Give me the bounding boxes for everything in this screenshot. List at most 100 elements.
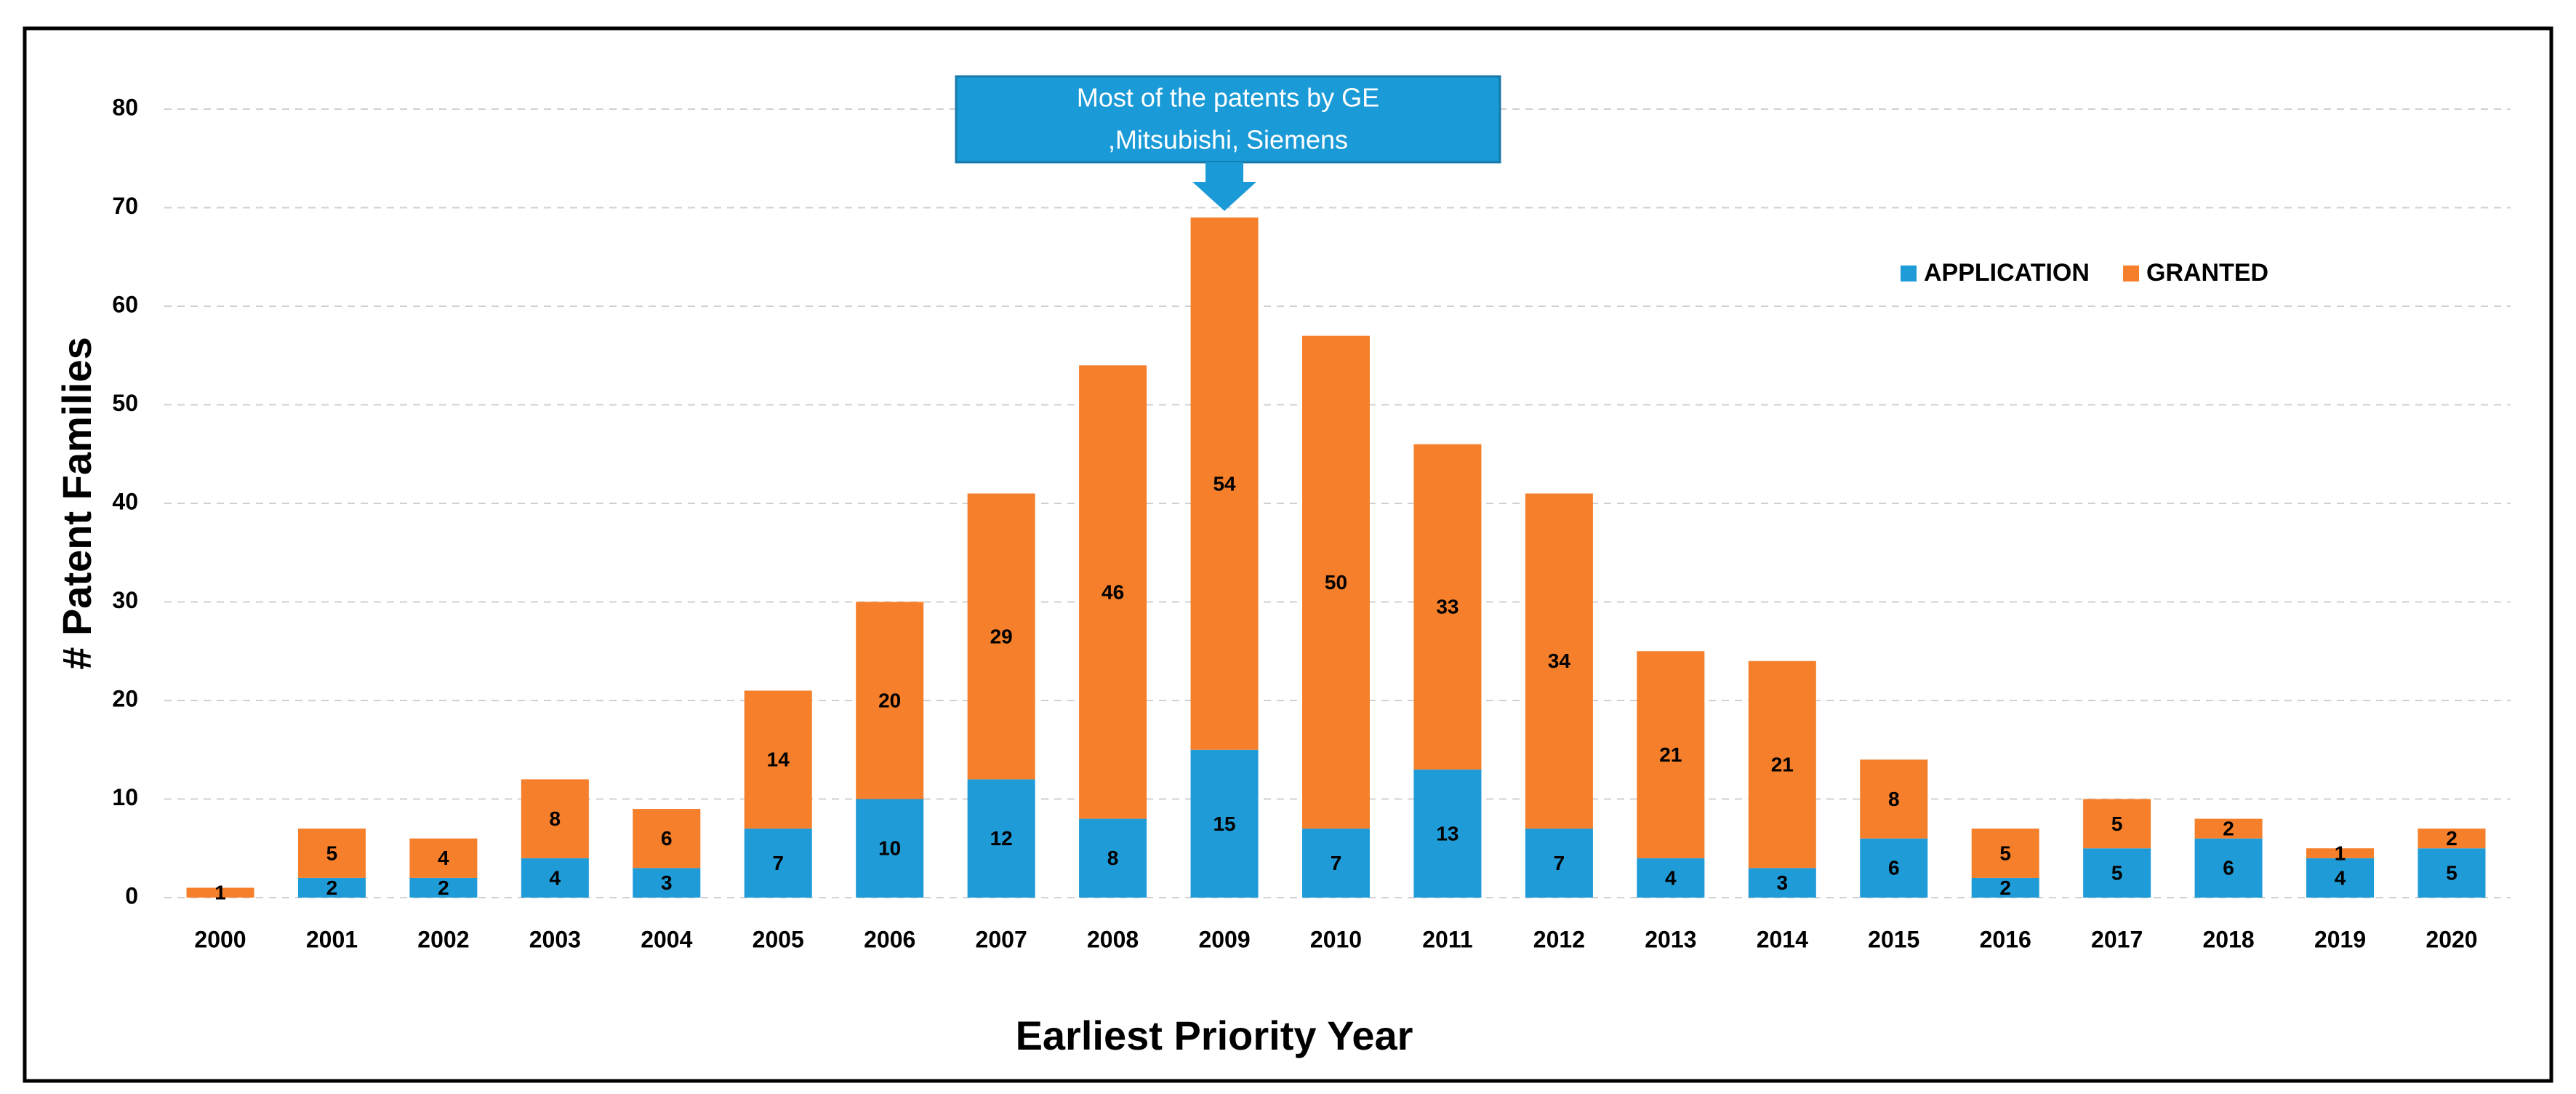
data-label: 1 [2335, 842, 2346, 864]
data-label: 10 [878, 837, 901, 860]
legend-label: APPLICATION [1924, 259, 2090, 287]
bar-segment [967, 779, 1035, 898]
annotation-arrow [1192, 162, 1257, 211]
data-label: 5 [2446, 862, 2457, 885]
x-tick-label: 2014 [1757, 926, 1808, 952]
x-tick-label: 2013 [1645, 926, 1696, 952]
bar-segment [633, 868, 701, 898]
data-label: 2 [2446, 827, 2457, 850]
data-label: 50 [1325, 571, 1347, 594]
bar-segment [2083, 799, 2151, 849]
y-tick-label: 10 [112, 784, 138, 810]
data-label: 2 [326, 877, 338, 899]
data-label: 8 [1888, 788, 1900, 810]
x-tick-label: 2007 [976, 926, 1027, 952]
data-label: 13 [1436, 822, 1458, 845]
bar-segment [521, 858, 589, 898]
bar-segment [1748, 868, 1816, 898]
y-tick-label: 40 [112, 488, 138, 514]
bar-segment [1525, 493, 1593, 829]
x-tick-label: 2015 [1868, 926, 1919, 952]
data-label: 1 [214, 882, 226, 904]
data-label: 7 [1331, 852, 1342, 874]
bar-segment [744, 829, 812, 898]
bar-segment [1413, 769, 1482, 898]
frame [23, 26, 2553, 1083]
data-label: 3 [1777, 871, 1789, 894]
data-label: 7 [772, 852, 784, 874]
data-label: 33 [1436, 596, 1458, 618]
legend-swatch [2123, 265, 2139, 282]
x-tick-label: 2008 [1087, 926, 1139, 952]
bar-segment [1413, 444, 1482, 770]
x-tick-label: 2011 [1422, 926, 1472, 952]
data-label: 12 [990, 827, 1013, 850]
bar-segment [633, 809, 701, 869]
data-label: 3 [661, 871, 673, 894]
bar-segment [856, 799, 924, 898]
data-label: 2 [2223, 818, 2234, 840]
bar-segment [1971, 877, 2039, 898]
bar-segment [2417, 848, 2486, 898]
x-tick-label: 2002 [417, 926, 469, 952]
data-label: 5 [2111, 862, 2123, 885]
x-tick-label: 2016 [1980, 926, 2031, 952]
data-label: 2 [438, 877, 449, 899]
bar-segment [1302, 335, 1370, 829]
annotation-text: ,Mitsubishi, Siemens [1108, 125, 1348, 155]
x-tick-label: 2009 [1198, 926, 1250, 952]
y-tick-label: 0 [125, 882, 138, 909]
data-label: 5 [326, 842, 338, 864]
bar-segment [2306, 858, 2375, 898]
data-label: 6 [2223, 857, 2234, 879]
y-tick-label: 80 [112, 94, 138, 120]
bar-segment [856, 602, 924, 799]
data-label: 8 [550, 807, 561, 830]
data-label: 5 [2111, 812, 2123, 835]
bar-segment [1079, 818, 1147, 898]
data-label: 15 [1213, 812, 1235, 835]
x-tick-label: 2010 [1310, 926, 1362, 952]
y-tick-label: 60 [112, 291, 138, 317]
data-label: 4 [1665, 866, 1677, 889]
bar-segment [409, 838, 478, 878]
annotation-box [955, 75, 1501, 164]
x-tick-label: 2004 [641, 926, 692, 952]
x-tick-label: 2005 [753, 926, 804, 952]
x-tick-label: 2006 [864, 926, 915, 952]
y-tick-label: 30 [112, 587, 138, 613]
data-label: 21 [1771, 753, 1794, 775]
bar-segment [1302, 829, 1370, 898]
data-label: 8 [1107, 847, 1119, 869]
data-label: 6 [1888, 857, 1900, 879]
data-label: 2 [1999, 877, 2011, 899]
bar-segment [967, 493, 1035, 780]
bar-segment [1748, 660, 1816, 869]
x-tick-label: 2003 [529, 926, 581, 952]
x-tick-label: 2019 [2314, 926, 2366, 952]
data-label: 14 [767, 748, 790, 771]
x-tick-label: 2017 [2091, 926, 2143, 952]
x-axis-label: Earliest Priority Year [1016, 1013, 1413, 1058]
data-label: 29 [990, 625, 1013, 647]
y-tick-label: 50 [112, 390, 138, 416]
bar-segment [409, 877, 478, 898]
bar-segment [2194, 838, 2263, 898]
y-axis-label: # Patent Families [54, 337, 100, 670]
bar-segment [1971, 829, 2039, 878]
bar-segment [2194, 818, 2263, 839]
legend-label: GRANTED [2146, 259, 2268, 287]
bar-segment [297, 877, 366, 898]
bar-segment [2306, 848, 2375, 858]
bar-segment [521, 779, 589, 858]
bar-segment [1079, 365, 1147, 819]
annotation-text: Most of the patents by GE [1077, 83, 1379, 113]
data-label: 4 [2335, 866, 2346, 889]
x-tick-label: 2018 [2203, 926, 2255, 952]
data-label: 5 [1999, 842, 2011, 864]
legend-swatch [1901, 265, 1917, 282]
data-label: 21 [1659, 743, 1682, 766]
bar-segment [2083, 848, 2151, 898]
x-tick-label: 2012 [1533, 926, 1585, 952]
